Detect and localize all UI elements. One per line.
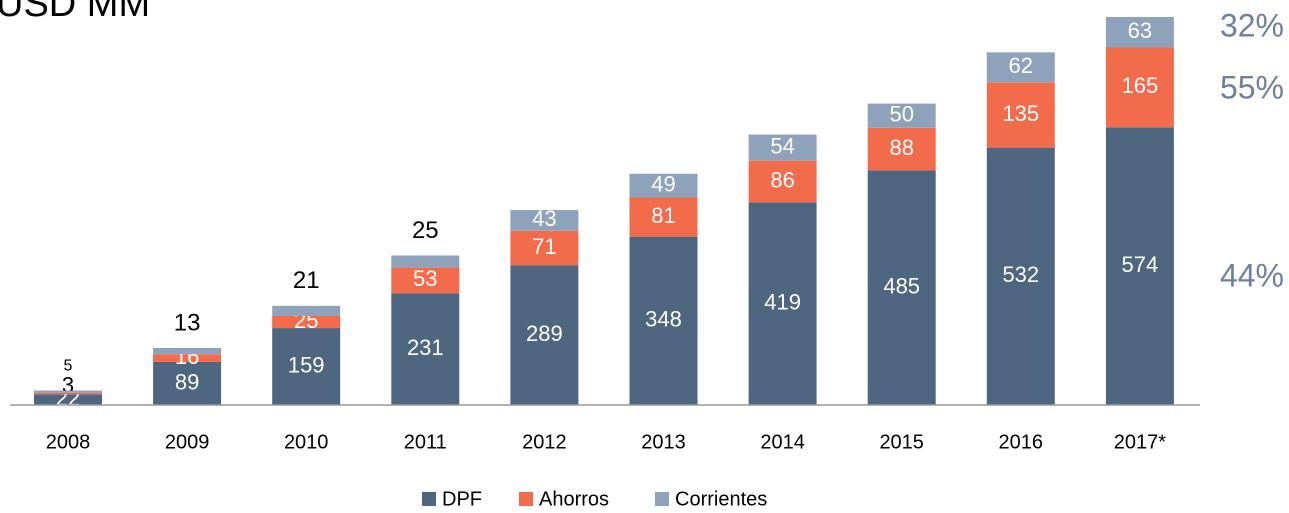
x-tick-label: 2013 xyxy=(641,431,686,453)
bar-segment xyxy=(34,392,102,395)
bar-segment xyxy=(391,293,460,405)
legend-label: Ahorros xyxy=(539,488,609,510)
data-label: 135 xyxy=(1002,101,1039,126)
data-label: 419 xyxy=(764,289,801,314)
bar-segment xyxy=(272,305,341,316)
bar-segment xyxy=(391,255,460,268)
data-label: 21 xyxy=(293,267,320,294)
bar-segment xyxy=(272,328,341,405)
legend-label: DPF xyxy=(442,488,482,510)
data-label: 22 xyxy=(56,385,80,410)
x-tick-label: 2012 xyxy=(522,431,567,453)
bar-segment xyxy=(986,52,1055,83)
bar-segment xyxy=(867,127,936,171)
x-tick-label: 2015 xyxy=(879,431,924,453)
bar-segment xyxy=(153,347,222,355)
data-label: 53 xyxy=(413,266,437,291)
legend-label: Corrientes xyxy=(675,488,767,510)
bar-segment xyxy=(986,147,1055,405)
data-label: 71 xyxy=(532,234,556,259)
x-tick-label: 2014 xyxy=(760,431,805,453)
bar-segment xyxy=(748,202,817,405)
data-label: 532 xyxy=(1002,262,1039,287)
data-label: 89 xyxy=(175,369,199,394)
x-tick-label: 2010 xyxy=(284,431,329,453)
data-label: 3 xyxy=(62,373,74,398)
bar-segment xyxy=(34,390,102,393)
data-label: 86 xyxy=(770,167,794,192)
bar-segment xyxy=(391,267,460,294)
data-label: 159 xyxy=(288,352,325,377)
bar-segment xyxy=(34,394,102,405)
bar-segment xyxy=(272,315,341,329)
bar-segment xyxy=(510,230,579,266)
data-label: 49 xyxy=(651,171,675,196)
bar-segment xyxy=(629,197,698,237)
bar-segment xyxy=(1105,17,1174,48)
x-tick-label: 2009 xyxy=(165,431,210,453)
bar-segment xyxy=(986,82,1055,148)
data-label: 231 xyxy=(407,335,444,360)
data-label: 165 xyxy=(1122,73,1159,98)
data-label: 43 xyxy=(532,206,556,231)
annotation: 44% xyxy=(1220,257,1284,293)
bar-segment xyxy=(510,210,579,231)
x-tick-label: 2016 xyxy=(999,431,1044,453)
x-tick-label: 2008 xyxy=(46,431,91,453)
legend-swatch xyxy=(519,492,533,506)
bar-segment xyxy=(510,265,579,405)
x-tick-label: 2011 xyxy=(404,431,447,453)
data-label: 54 xyxy=(770,133,794,158)
data-label: 574 xyxy=(1122,252,1159,277)
data-label: 16 xyxy=(175,344,199,369)
data-label: 88 xyxy=(889,135,913,160)
legend-swatch xyxy=(655,492,669,506)
bar-segment xyxy=(153,361,222,405)
bar-segment xyxy=(1105,127,1174,406)
data-label: 485 xyxy=(883,273,920,298)
data-label: 50 xyxy=(889,102,913,127)
annotation: 55% xyxy=(1220,69,1284,105)
data-label: 348 xyxy=(645,307,682,332)
data-label: 5 xyxy=(64,358,73,375)
data-label: 63 xyxy=(1128,18,1152,43)
data-label: 289 xyxy=(526,321,563,346)
bar-segment xyxy=(867,170,936,405)
bar-segment xyxy=(629,173,698,198)
data-label: 62 xyxy=(1009,53,1033,78)
bar-segment xyxy=(867,103,936,128)
data-label: 13 xyxy=(174,309,201,336)
data-label: 25 xyxy=(412,217,439,244)
annotation: 32% xyxy=(1220,7,1284,43)
legend-swatch xyxy=(422,492,436,506)
x-tick-label: 2017* xyxy=(1114,431,1166,453)
bar-segment xyxy=(748,160,817,203)
chart-title: USD MM xyxy=(0,0,150,25)
bar-segment xyxy=(1105,47,1174,128)
bar-segment xyxy=(153,354,222,362)
bar-segment xyxy=(629,236,698,405)
bar-segment xyxy=(748,134,817,161)
data-label: 81 xyxy=(651,203,675,228)
